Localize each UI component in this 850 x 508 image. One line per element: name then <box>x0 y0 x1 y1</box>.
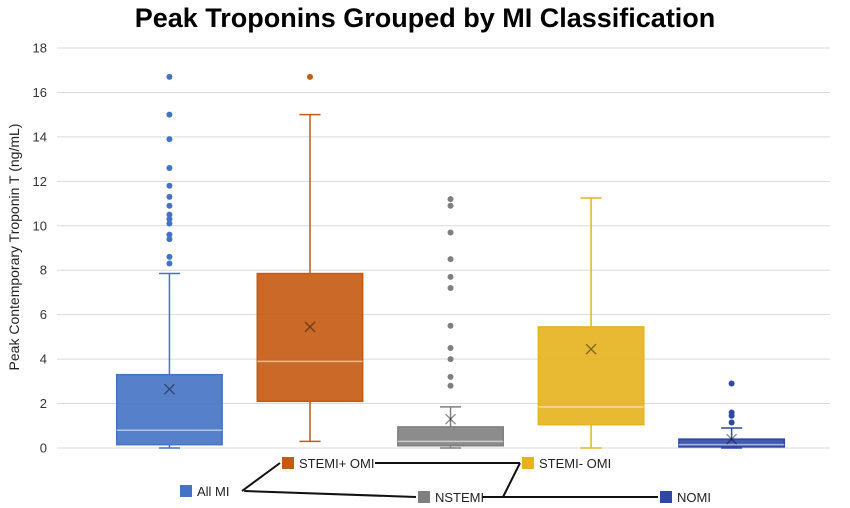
legend-swatch <box>522 457 534 469</box>
outlier-point <box>166 220 173 227</box>
y-tick-label: 2 <box>40 396 47 411</box>
y-axis-label: Peak Contemporary Troponin T (ng/mL) <box>6 124 22 371</box>
mean-marker <box>163 383 175 395</box>
outlier-point <box>166 136 173 143</box>
box-iqr <box>397 426 504 447</box>
outlier-point <box>447 382 454 389</box>
legend-item-stemi-omi: STEMI+ OMI <box>282 456 374 471</box>
outlier-point <box>166 182 173 189</box>
mean-marker <box>726 433 738 445</box>
outlier-point <box>447 285 454 291</box>
outlier-point <box>728 409 735 416</box>
box-stemi-omi <box>537 197 645 449</box>
box-iqr <box>115 373 223 446</box>
outlier-point <box>447 373 454 380</box>
legend-label: NOMI <box>677 490 711 505</box>
outlier-point <box>166 211 173 218</box>
y-axis-ticks: 0 2 4 6 8 10 12 14 16 18 <box>33 41 47 456</box>
outlier-point <box>166 236 173 243</box>
outlier-point <box>166 216 173 223</box>
outlier-point <box>166 73 173 80</box>
box-iqr <box>537 326 645 426</box>
y-tick-label: 4 <box>40 352 47 367</box>
outlier-point <box>447 273 454 280</box>
outlier-point <box>166 253 173 260</box>
box-nstemi <box>397 196 504 449</box>
legend-swatch <box>282 457 294 469</box>
y-tick-label: 18 <box>33 41 47 56</box>
mean-marker <box>585 343 597 355</box>
box-all-mi <box>115 73 223 449</box>
outlier-point <box>447 256 454 263</box>
y-tick-label: 16 <box>33 85 47 100</box>
outlier-point <box>306 73 313 80</box>
legend-item-stemi-omi: STEMI- OMI <box>522 456 611 471</box>
outlier-point <box>166 231 173 238</box>
y-tick-label: 0 <box>40 441 47 456</box>
mean-marker <box>445 413 456 425</box>
y-tick-label: 10 <box>33 218 47 233</box>
outlier-point <box>447 345 454 351</box>
outlier-point <box>447 229 454 236</box>
legend-swatch <box>418 491 430 503</box>
legend-swatch <box>660 491 672 503</box>
legend: All MI NSTEMI NOMI STEMI+ OMI STEMI- OMI <box>180 456 711 505</box>
outlier-point <box>166 260 173 267</box>
mean-marker <box>304 321 316 333</box>
outlier-point <box>166 193 173 200</box>
legend-connector <box>502 462 521 498</box>
legend-item-nomi: NOMI <box>660 490 711 505</box>
legend-connector <box>244 490 417 498</box>
outlier-point <box>447 356 454 363</box>
legend-swatch <box>180 485 192 497</box>
y-tick-label: 8 <box>40 263 47 278</box>
legend-item-nstemi: NSTEMI <box>418 490 484 505</box>
legend-label: STEMI- OMI <box>539 456 611 471</box>
outlier-point <box>728 380 735 387</box>
outlier-point <box>447 202 454 209</box>
outlier-point <box>447 196 454 203</box>
legend-label: STEMI+ OMI <box>299 456 374 471</box>
outlier-point <box>166 202 173 209</box>
legend-connector <box>241 462 281 492</box>
y-tick-label: 6 <box>40 307 47 322</box>
box-iqr <box>678 438 786 448</box>
box-nomi <box>678 380 786 449</box>
box-stemi-omi <box>256 73 364 443</box>
legend-label: All MI <box>197 484 230 499</box>
y-tick-label: 12 <box>33 174 47 189</box>
outlier-point <box>728 419 735 426</box>
outlier-point <box>447 322 454 329</box>
legend-item-all-mi: All MI <box>180 484 230 499</box>
box-plots <box>115 73 786 449</box>
y-tick-label: 14 <box>33 129 47 144</box>
box-iqr <box>256 272 364 403</box>
outlier-point <box>166 165 173 171</box>
legend-label: NSTEMI <box>435 490 484 505</box>
outlier-point <box>166 111 173 118</box>
chart-title: Peak Troponins Grouped by MI Classificat… <box>135 3 716 33</box>
